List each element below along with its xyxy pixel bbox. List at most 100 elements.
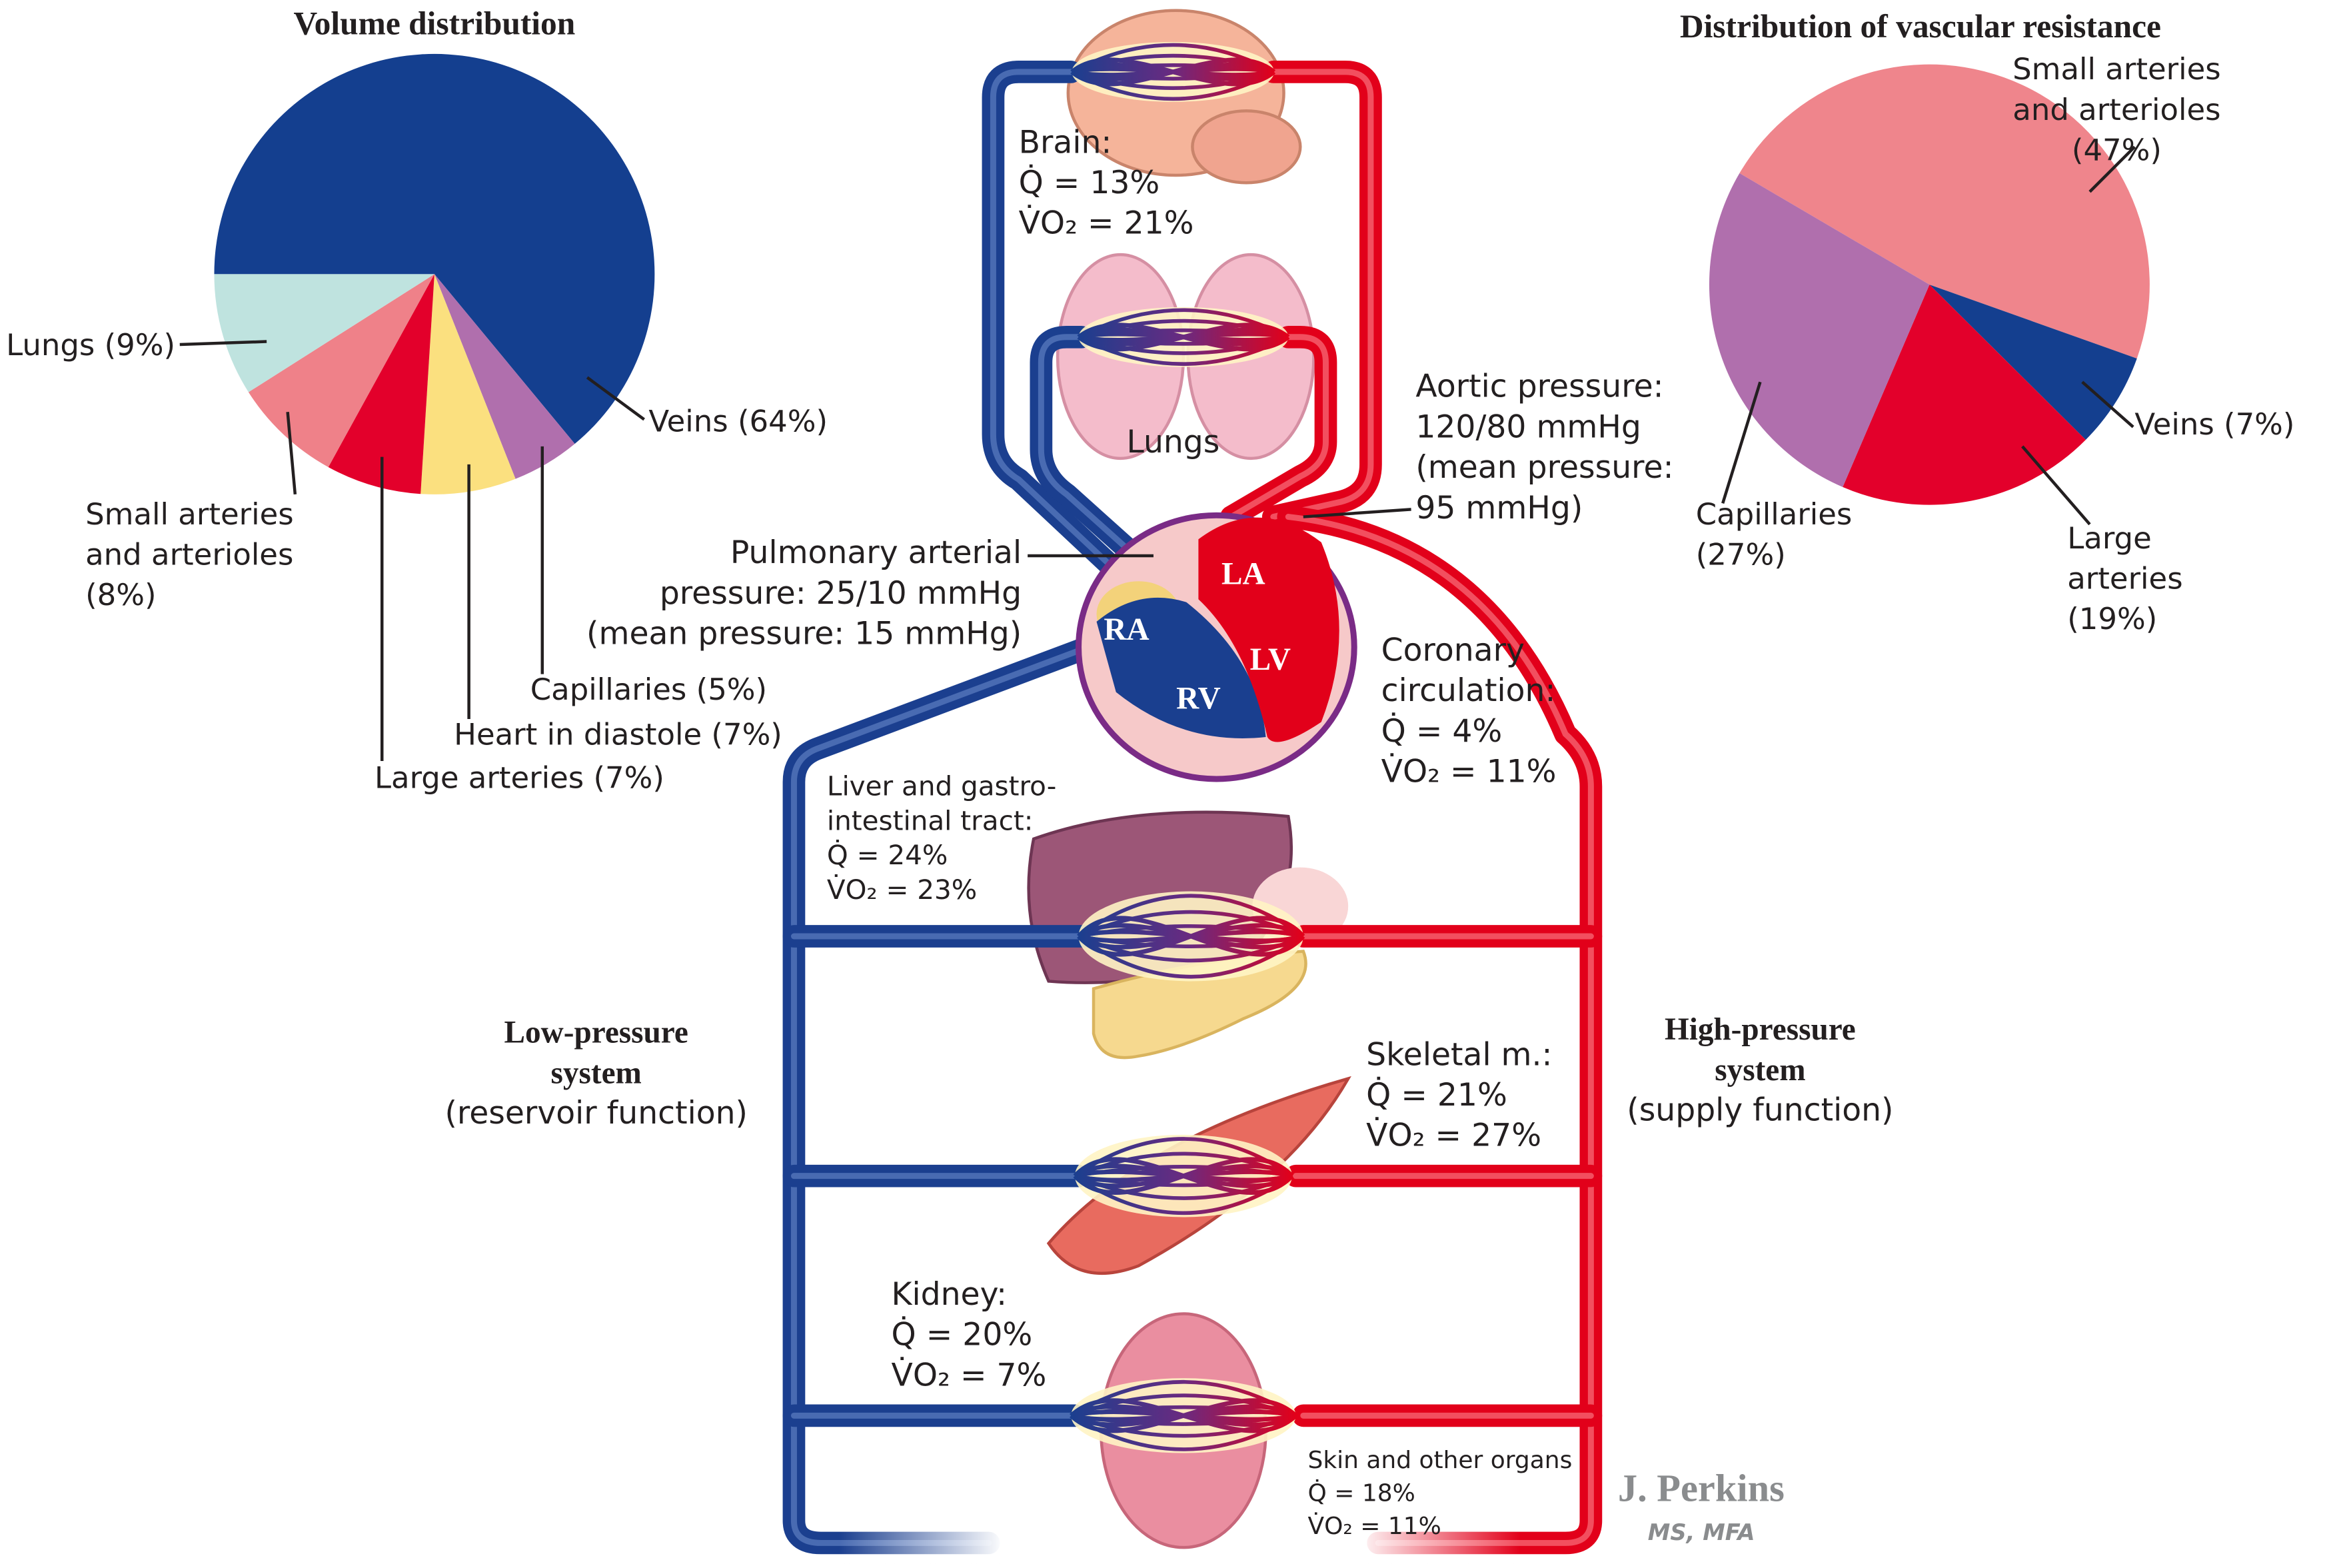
capillary [1071, 70, 1275, 101]
pie-slice [1739, 64, 2150, 359]
pie-slice [1709, 173, 1930, 487]
organ-label: intestinal tract: [826, 806, 1034, 838]
organ-label: V̇O₂ = 23% [826, 874, 978, 907]
leader-line [586, 376, 645, 421]
organ-label: V̇O₂ = 27% [1366, 1118, 1542, 1154]
annotation: Aortic pressure: [1415, 369, 1664, 404]
legend-label: Capillaries (27%) [1695, 496, 1853, 572]
annotation: Q̇ = 4% [1381, 713, 1503, 749]
right-heart [1096, 597, 1266, 738]
system-title: system [1715, 1052, 1806, 1088]
fade [1355, 1521, 1521, 1564]
chart-title: Distribution of vascular resistance [1679, 7, 2161, 45]
pie-slice [434, 274, 575, 479]
annotation: Coronary [1381, 632, 1525, 668]
organ-label: Q̇ = 18% [1307, 1478, 1415, 1507]
legend-label: Small arteries and arterioles (8%) [85, 496, 294, 613]
organ-label: V̇O₂ = 21% [1018, 205, 1194, 241]
leader-line [1721, 381, 1762, 504]
legend-label: Large arteries (7%) [375, 759, 664, 796]
chamber-label: RV [1176, 680, 1221, 716]
organ-label: Kidney: [891, 1276, 1007, 1313]
capillary [1074, 1174, 1293, 1200]
vessel-highlight [990, 69, 1142, 595]
organ-label: Lungs [1126, 424, 1220, 460]
annotation: circulation: [1381, 672, 1556, 709]
legend-label: Small arteries and arterioles (47%) [2012, 51, 2221, 168]
cerebellum [1191, 109, 1302, 185]
vessel-highlight [1038, 334, 1187, 602]
annotation: Pulmonary arterial [730, 534, 1022, 571]
chamber-label: LV [1249, 641, 1291, 678]
leader-line [1303, 508, 1411, 518]
legend-label: Lungs (9%) [6, 327, 176, 363]
system-title: High-pressure [1664, 1011, 1856, 1048]
organ-label: Q̇ = 24% [826, 840, 948, 872]
legend-label: Veins (7%) [2134, 406, 2295, 442]
chart-title: Volume distribution [293, 4, 576, 42]
capillary [1074, 1174, 1293, 1187]
system-subtitle: (reservoir function) [444, 1095, 748, 1132]
capillary [1078, 335, 1289, 355]
capillary [1078, 335, 1289, 346]
legend-label: Veins (64%) [648, 402, 828, 439]
organ-label: V̇O₂ = 11% [1307, 1511, 1441, 1540]
capillary [1070, 1413, 1297, 1438]
signature: J. Perkins [1617, 1466, 1785, 1510]
organ-label: Skin and other organs [1307, 1445, 1573, 1475]
leader-line [2088, 145, 2136, 193]
organ-label: Skeletal m.: [1366, 1036, 1553, 1073]
annotation: pressure: 25/10 mmHg [659, 575, 1022, 612]
leader-line [286, 411, 297, 495]
heart [1076, 512, 1357, 782]
capillary [1070, 1413, 1297, 1451]
system-title: system [550, 1054, 642, 1091]
legend-label: Heart in diastole (7%) [454, 716, 782, 752]
organ-label: Q̇ = 13% [1018, 165, 1160, 201]
organ-label: Liver and gastro- [826, 771, 1057, 803]
leader-line [2021, 445, 2091, 526]
capillary [1077, 934, 1305, 979]
chamber-label: LA [1221, 556, 1265, 592]
annotation: V̇O₂ = 11% [1381, 753, 1557, 790]
annotation: 120/80 mmHg [1415, 408, 1641, 445]
capillary [1070, 1413, 1296, 1426]
vessel-highlight [790, 633, 1120, 1546]
left-heart [1198, 517, 1339, 742]
legend-label: Capillaries (5%) [530, 671, 768, 708]
capillary [1078, 934, 1304, 963]
leader-line [2081, 381, 2134, 428]
organ-label: Q̇ = 21% [1366, 1077, 1507, 1114]
system-title: Low-pressure [504, 1014, 688, 1050]
leader-lines [179, 145, 2136, 761]
capillary [1074, 1174, 1293, 1215]
pie-slice [248, 274, 434, 467]
organ-label: V̇O₂ = 7% [891, 1357, 1047, 1393]
annotation: (mean pressure: 15 mmHg) [586, 615, 1022, 652]
legend-label: Large arteries (19%) [2067, 520, 2183, 637]
capillary [1078, 934, 1304, 948]
vessel-highlight [1228, 334, 1329, 520]
capillary [1072, 70, 1275, 81]
organ-label: Q̇ = 20% [891, 1316, 1033, 1353]
organ-label: Brain: [1018, 124, 1112, 161]
vessel-highlight [1285, 514, 1594, 1546]
annotation: 95 mmHg) [1415, 490, 1583, 526]
vessel-highlight [1270, 69, 1374, 520]
capillary [1078, 335, 1289, 366]
fade [838, 1521, 1004, 1564]
system-subtitle: (supply function) [1627, 1092, 1894, 1128]
signature: MS, MFA [1647, 1519, 1755, 1546]
capillary [1071, 70, 1275, 90]
pie-slice [420, 274, 516, 494]
chamber-label: RA [1104, 611, 1150, 648]
vessels [782, 41, 1603, 1555]
pie-slice [328, 274, 434, 494]
pie-slice [1929, 285, 2137, 440]
pie-slice [214, 53, 655, 444]
pie-slice [214, 274, 434, 392]
leader-line [179, 340, 267, 347]
annotation: (mean pressure: [1415, 449, 1674, 486]
